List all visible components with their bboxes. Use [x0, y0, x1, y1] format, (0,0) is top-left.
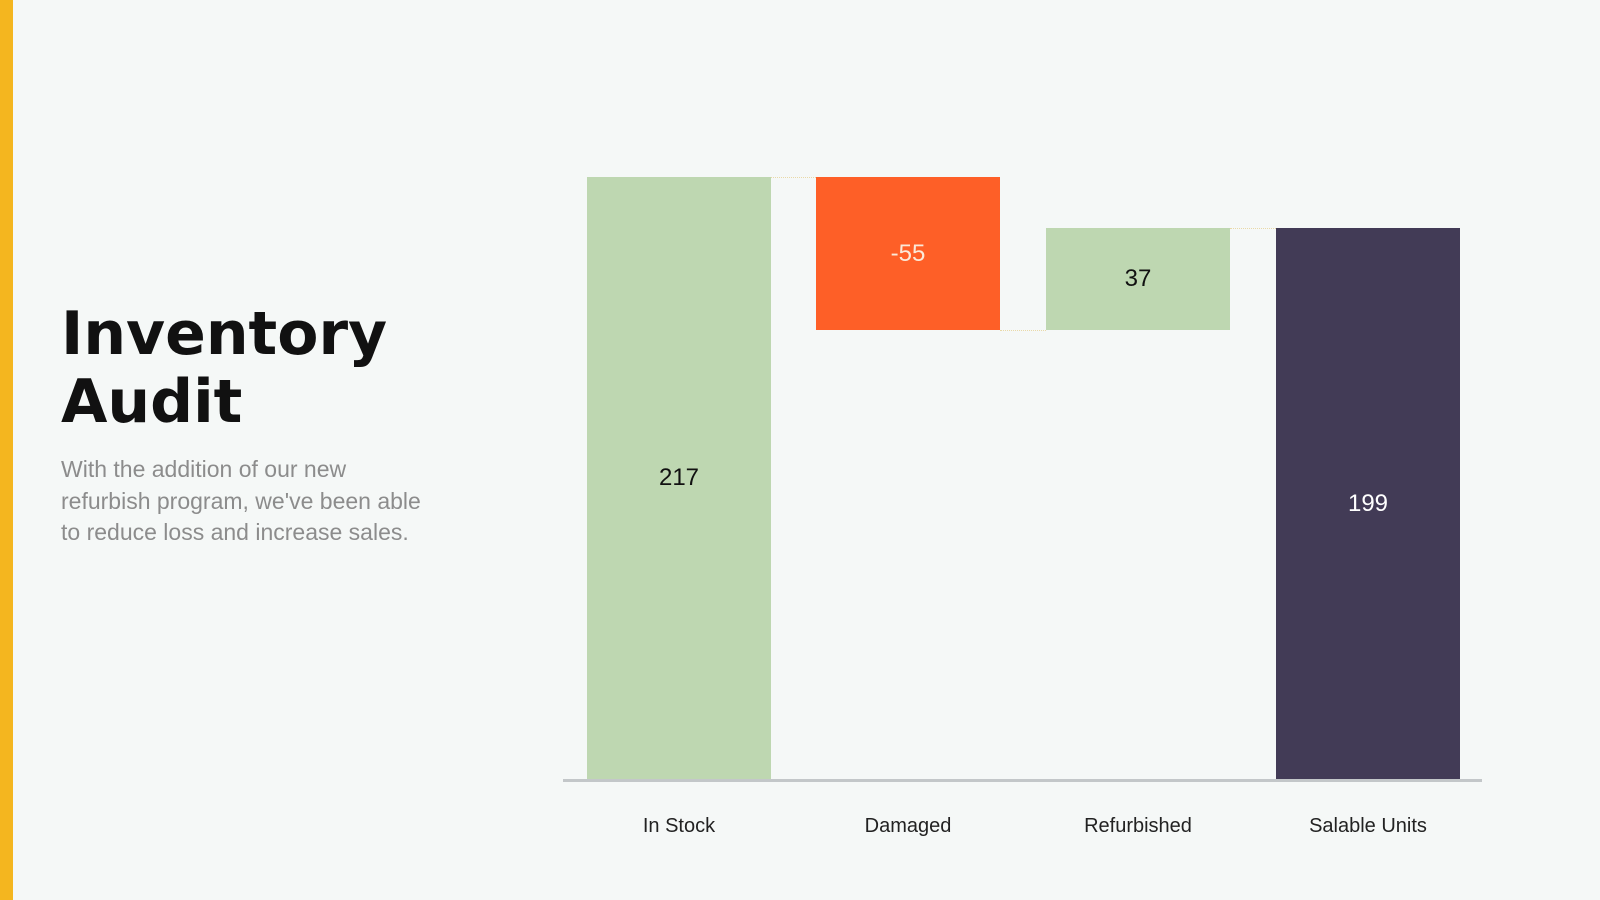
- bar-salable-units: 199: [1276, 228, 1460, 779]
- bar-value-refurbished: 37: [1124, 265, 1152, 292]
- bar-in-stock: 217: [587, 177, 771, 779]
- x-label-refurbished: Refurbished: [1084, 815, 1192, 837]
- bar-value-damaged: -55: [890, 239, 926, 267]
- bar-value-in-stock: 217: [658, 464, 700, 491]
- bar-refurbished: 37: [1046, 228, 1230, 330]
- slide-description: With the addition of our new refurbish p…: [61, 456, 421, 545]
- title-line-1: Inventory: [61, 299, 388, 369]
- connector-line: [771, 177, 816, 178]
- x-axis-line: [563, 779, 1482, 782]
- x-label-damaged: Damaged: [864, 815, 952, 837]
- bar-damaged: -55: [816, 177, 1000, 330]
- connector-line: [1000, 330, 1046, 331]
- title-line-2: Audit: [61, 367, 243, 437]
- connector-line: [1230, 228, 1276, 229]
- slide-title: Inventory Audit: [61, 300, 387, 436]
- x-label-in-stock: In Stock: [642, 815, 716, 837]
- accent-bar: [0, 0, 13, 900]
- bar-value-salable-units: 199: [1347, 489, 1389, 517]
- x-label-salable-units: Salable Units: [1309, 815, 1427, 837]
